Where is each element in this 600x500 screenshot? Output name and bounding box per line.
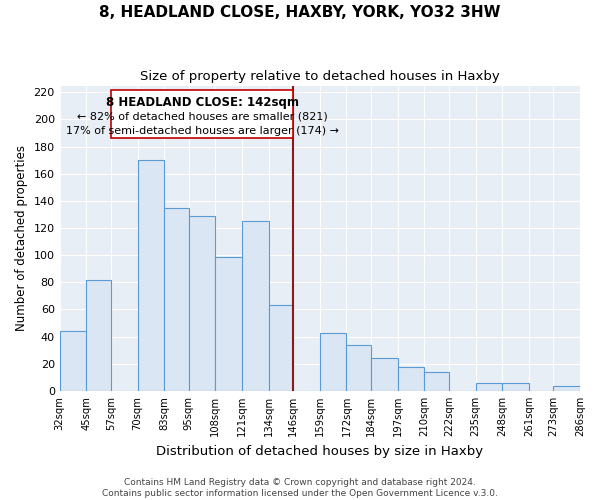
Bar (269, 306, 293, 391)
Bar (137, 160, 164, 391)
Bar (476, 383, 502, 391)
Bar (59, 331, 86, 391)
Bar (242, 222, 269, 391)
X-axis label: Distribution of detached houses by size in Haxby: Distribution of detached houses by size … (156, 444, 484, 458)
Bar (371, 358, 398, 391)
Y-axis label: Number of detached properties: Number of detached properties (15, 145, 28, 331)
Bar (502, 383, 529, 391)
Text: ← 82% of detached houses are smaller (821): ← 82% of detached houses are smaller (82… (77, 112, 328, 122)
Bar (553, 386, 580, 391)
Bar (424, 372, 449, 391)
Bar (320, 332, 346, 391)
Bar (215, 256, 242, 391)
Text: 17% of semi-detached houses are larger (174) →: 17% of semi-detached houses are larger (… (65, 126, 338, 136)
Text: Contains HM Land Registry data © Crown copyright and database right 2024.
Contai: Contains HM Land Registry data © Crown c… (102, 478, 498, 498)
Bar (398, 366, 424, 391)
Title: Size of property relative to detached houses in Haxby: Size of property relative to detached ho… (140, 70, 500, 83)
Bar (86, 280, 111, 391)
FancyBboxPatch shape (111, 90, 293, 138)
Text: 8 HEADLAND CLOSE: 142sqm: 8 HEADLAND CLOSE: 142sqm (106, 96, 299, 110)
Text: 8, HEADLAND CLOSE, HAXBY, YORK, YO32 3HW: 8, HEADLAND CLOSE, HAXBY, YORK, YO32 3HW (99, 5, 501, 20)
Bar (189, 216, 215, 391)
Bar (164, 208, 189, 391)
Bar (346, 345, 371, 391)
